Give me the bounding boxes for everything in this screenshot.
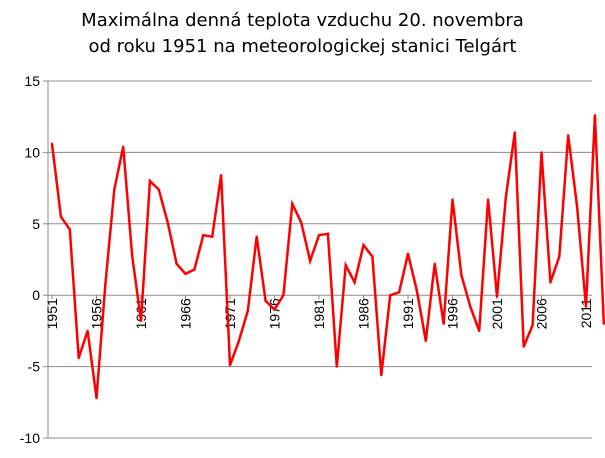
- chart-title-line-2: od roku 1951 na meteorologickej stanici …: [88, 36, 517, 57]
- y-tick-label: -10: [20, 430, 40, 446]
- data-point: [77, 356, 80, 360]
- data-point: [469, 305, 472, 308]
- data-point: [389, 294, 392, 297]
- data-point: [522, 345, 525, 348]
- x-tick-label: 1991: [400, 298, 416, 329]
- data-point: [95, 396, 98, 400]
- data-point: [415, 289, 419, 293]
- x-tick-label: 1996: [445, 298, 461, 329]
- x-tick-label: 1966: [178, 298, 194, 329]
- data-point: [130, 254, 134, 257]
- data-point: [139, 319, 143, 323]
- x-tick-label: 2011: [578, 298, 594, 328]
- data-point: [300, 221, 303, 224]
- y-tick-label: 5: [32, 216, 40, 232]
- data-point: [104, 282, 107, 285]
- data-point: [593, 114, 597, 117]
- series-line: [50, 115, 605, 399]
- data-point: [567, 134, 570, 137]
- data-point: [397, 291, 401, 294]
- data-point: [558, 255, 561, 258]
- data-point: [219, 174, 223, 177]
- x-tick-label: 1986: [356, 298, 372, 329]
- data-point: [59, 215, 63, 218]
- data-point: [549, 281, 552, 284]
- data-point: [451, 198, 454, 201]
- data-point: [575, 205, 579, 208]
- data-point: [246, 309, 249, 313]
- y-axis-tick-labels: 15 10 5 0 -5 -10: [20, 73, 40, 446]
- data-point: [166, 221, 169, 224]
- x-axis-tick-labels: 1951 1956 1961 1966 1971 1976 1981 1986 1991 1996…: [44, 298, 594, 329]
- y-tick-label: -5: [28, 359, 41, 375]
- data-point: [380, 373, 383, 377]
- data-point: [273, 308, 276, 311]
- data-point: [495, 295, 499, 298]
- data-point: [291, 202, 294, 206]
- gridlines: [48, 80, 592, 439]
- y-tick-label: 15: [24, 73, 40, 89]
- data-point: [584, 305, 588, 308]
- y-tick-label: 0: [32, 287, 40, 303]
- data-point: [478, 329, 481, 333]
- data-point: [362, 244, 365, 247]
- data-point: [460, 274, 463, 277]
- data-point: [157, 188, 160, 191]
- data-point: [433, 262, 436, 265]
- data-point: [344, 264, 347, 267]
- data-point: [68, 228, 72, 231]
- data-point: [317, 234, 321, 237]
- axes: [43, 80, 592, 439]
- data-point: [211, 235, 214, 238]
- data-point: [531, 323, 534, 327]
- x-tick-label: 2001: [489, 298, 505, 329]
- data-point: [148, 179, 152, 183]
- x-tick-label: 1956: [89, 298, 105, 329]
- data-point: [504, 195, 508, 198]
- data-point: [202, 234, 205, 237]
- data-point: [513, 131, 516, 134]
- data-point: [50, 142, 54, 146]
- y-tick-label: 10: [24, 144, 40, 160]
- data-point: [486, 198, 490, 201]
- data-point: [353, 281, 356, 284]
- data-point: [228, 363, 232, 367]
- data-point: [335, 365, 338, 368]
- chart-title: Maximálna denná teplota vzduchu 20. nove…: [0, 8, 605, 60]
- data-point: [282, 294, 285, 297]
- series-group: [50, 114, 605, 400]
- data-point: [371, 255, 374, 258]
- data-point: [540, 151, 543, 154]
- data-point: [406, 252, 410, 255]
- x-tick-label: 1951: [44, 298, 60, 329]
- x-tick-label: 1971: [222, 298, 238, 329]
- data-point: [86, 329, 89, 333]
- data-point: [308, 259, 312, 263]
- data-point: [442, 322, 445, 325]
- data-point: [602, 322, 605, 325]
- data-point: [184, 272, 187, 275]
- data-point: [264, 299, 267, 303]
- data-point: [237, 339, 241, 343]
- data-point: [326, 232, 330, 235]
- data-point: [255, 235, 258, 238]
- data-point: [193, 268, 196, 271]
- x-tick-label: 1981: [311, 298, 327, 329]
- data-point: [122, 145, 125, 148]
- data-point: [424, 339, 427, 343]
- data-point: [175, 262, 178, 265]
- chart-title-line-1: Maximálna denná teplota vzduchu 20. nove…: [81, 10, 524, 31]
- x-tick-label: 2006: [534, 298, 550, 329]
- data-point: [113, 188, 116, 191]
